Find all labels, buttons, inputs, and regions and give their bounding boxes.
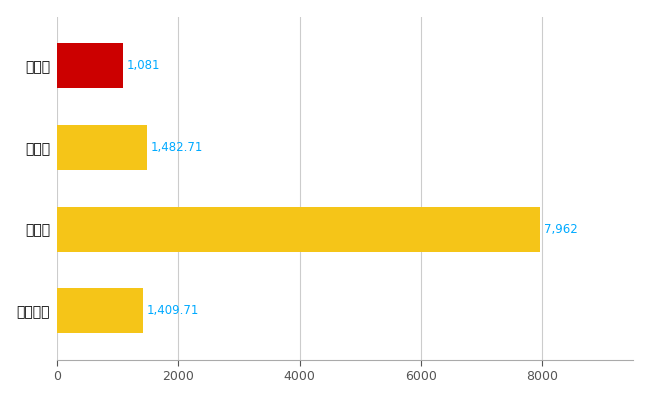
- Bar: [57, 207, 540, 252]
- Bar: [57, 125, 147, 170]
- Text: 1,482.71: 1,482.71: [151, 141, 203, 154]
- Text: 7,962: 7,962: [543, 223, 577, 236]
- Text: 1,081: 1,081: [126, 59, 160, 72]
- Bar: [57, 43, 123, 88]
- Bar: [57, 288, 142, 333]
- Text: 1,409.71: 1,409.71: [146, 304, 199, 317]
